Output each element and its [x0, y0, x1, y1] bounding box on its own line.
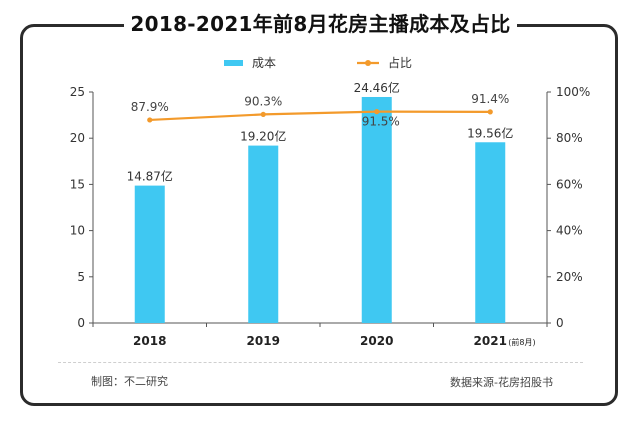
- bar: [134, 185, 165, 323]
- share-point: [147, 117, 153, 123]
- bar: [475, 142, 506, 323]
- footer-source: 数据来源-花房招股书: [450, 376, 553, 389]
- share-data-label: 91.4%: [471, 92, 509, 106]
- share-point: [487, 109, 493, 115]
- legend-bar-label: 成本: [252, 56, 276, 70]
- bar-data-label: 19.20亿: [240, 129, 286, 144]
- y-left-tick-label: 0: [77, 316, 85, 330]
- y-left-tick-label: 15: [70, 177, 85, 191]
- x-tick-label: 2018: [133, 334, 166, 348]
- share-point: [260, 111, 266, 118]
- footer-divider: [58, 362, 583, 363]
- footer-credit: 制图：不二研究: [91, 375, 168, 388]
- legend-line-marker: [365, 60, 371, 66]
- bar: [361, 96, 392, 324]
- bar: [248, 145, 279, 323]
- y-right-tick-label: 60%: [556, 177, 583, 191]
- y-right-tick-label: 80%: [556, 131, 583, 145]
- y-left-tick-label: 20: [70, 131, 85, 145]
- legend-line-label: 占比: [388, 55, 412, 70]
- share-point: [374, 109, 380, 115]
- bar-data-label: 24.46亿: [354, 80, 400, 95]
- y-left-tick-label: 25: [70, 85, 85, 99]
- share-line: [149, 110, 491, 122]
- y-right-tick-label: 100%: [556, 85, 590, 99]
- share-data-label: 90.3%: [244, 94, 282, 108]
- share-data-label: 87.9%: [131, 100, 169, 114]
- y-right-tick-label: 40%: [556, 224, 583, 238]
- bar-data-label: 19.56亿: [467, 125, 513, 140]
- x-tick-suffix: (前8月): [508, 337, 535, 347]
- y-right-tick-label: 20%: [556, 270, 583, 284]
- share-data-label: 91.5%: [362, 115, 400, 129]
- y-left-tick-label: 10: [70, 224, 85, 238]
- x-tick-label: 2021: [474, 334, 507, 348]
- bar-data-label: 14.87亿: [127, 169, 173, 184]
- y-right-tick-label: 0: [556, 316, 564, 330]
- x-tick-label: 2019: [247, 334, 280, 348]
- x-tick-label: 2020: [360, 334, 393, 348]
- legend-bar-swatch: [224, 60, 243, 66]
- chart-title: 2018-2021年前8月花房主播成本及占比: [124, 12, 517, 36]
- y-left-tick-label: 5: [77, 270, 85, 284]
